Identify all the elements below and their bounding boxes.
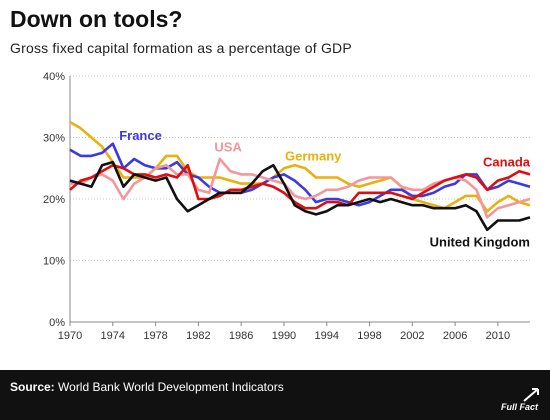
x-tick-label: 2002 xyxy=(400,330,424,342)
series-line-canada xyxy=(69,163,531,210)
x-tick-label: 1986 xyxy=(229,330,253,342)
series-lines xyxy=(69,120,531,232)
x-tick-label: 1978 xyxy=(143,330,167,342)
y-tick-label: 40% xyxy=(43,71,65,83)
x-tick-label: 1982 xyxy=(186,330,210,342)
page-subtitle: Gross fixed capital formation as a perce… xyxy=(10,40,352,56)
x-tick-label: 1970 xyxy=(58,330,82,342)
series-label: United Kingdom xyxy=(430,234,530,249)
source-text: World Bank World Development Indicators xyxy=(58,380,284,394)
series-label: Canada xyxy=(483,154,531,169)
y-axis-ticks: 0% 10% 20% 30% 40% xyxy=(43,71,65,329)
x-tick-label: 1994 xyxy=(315,330,339,342)
x-axis-ticks: 1970 1974 1978 1982 1986 1990 1994 1998 2002 2006… xyxy=(58,322,510,342)
y-tick-label: 0% xyxy=(49,317,65,329)
x-tick-label: 1974 xyxy=(101,330,125,342)
source-note: Source: World Bank World Development Ind… xyxy=(10,380,284,394)
series-line-france xyxy=(69,142,531,207)
y-tick-label: 20% xyxy=(43,194,65,206)
full-fact-logo-icon xyxy=(523,388,539,402)
brand-name: Full Fact xyxy=(500,402,538,412)
y-tick-label: 10% xyxy=(43,256,65,268)
series-label: USA xyxy=(214,140,242,155)
series-labels: Germany France USA Canada United Kingdom xyxy=(119,128,531,249)
x-tick-label: 2010 xyxy=(486,330,510,342)
x-tick-label: 2006 xyxy=(443,330,467,342)
x-tick-label: 1998 xyxy=(357,330,381,342)
series-label: Germany xyxy=(285,148,342,163)
y-tick-label: 30% xyxy=(43,133,65,145)
gridlines xyxy=(69,75,530,323)
line-chart: 0%10%20%30%40% 1970 1974 1978 1982 1986 1990 1… xyxy=(43,71,531,342)
series-line-united-kingdom xyxy=(69,160,531,232)
source-label: Source: xyxy=(10,380,55,394)
page-title: Down on tools? xyxy=(10,6,183,32)
x-tick-label: 1990 xyxy=(272,330,296,342)
footer-bar xyxy=(0,370,550,420)
series-label: France xyxy=(119,128,162,143)
